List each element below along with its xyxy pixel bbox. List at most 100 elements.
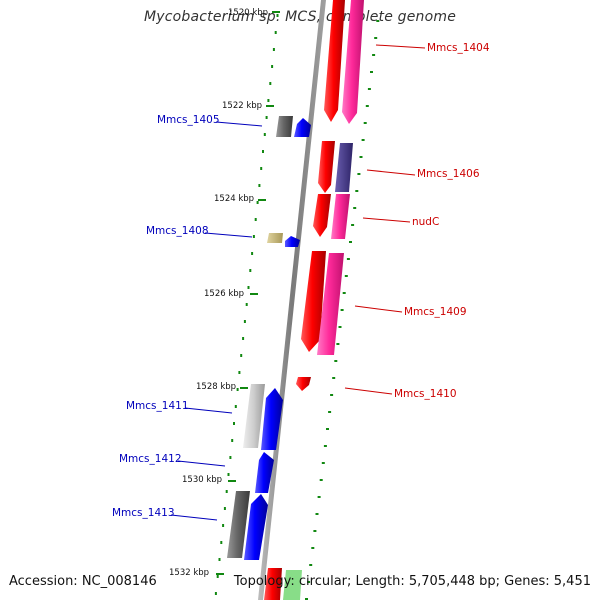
- label-line-Mmcs_1411: [184, 407, 233, 414]
- label-line-nudC: [362, 217, 411, 223]
- scale-dot: [307, 581, 311, 583]
- gene-label-Mmcs_1409[interactable]: Mmcs_1409: [404, 306, 467, 318]
- gene-Mmcs_1413[interactable]: [227, 491, 268, 560]
- scale-dot: [245, 303, 248, 306]
- gene-label-Mmcs_1413[interactable]: Mmcs_1413: [112, 507, 175, 519]
- scale-dot: [222, 524, 225, 527]
- gene-label-Mmcs_1404[interactable]: Mmcs_1404: [427, 42, 490, 54]
- scale-dot: [319, 479, 323, 481]
- scale-dot: [231, 439, 234, 442]
- accession-text: Accession: NC_008146: [9, 574, 157, 589]
- scale-dot: [271, 65, 274, 68]
- scale-dot: [214, 592, 217, 595]
- scale-ring-right: [305, 20, 380, 600]
- scale-dot: [309, 564, 313, 566]
- scale-dot: [313, 530, 317, 532]
- scale-dot: [267, 99, 270, 102]
- gene-Mmcs_1405[interactable]: [276, 116, 311, 137]
- gene-Mmcs_1410[interactable]: [296, 377, 311, 391]
- label-line-Mmcs_1413: [170, 514, 218, 521]
- scale-dot: [263, 133, 266, 136]
- scale-dot: [315, 513, 319, 515]
- scale-dot: [334, 360, 338, 362]
- scale-dot: [233, 422, 235, 425]
- scale-dot: [305, 598, 308, 600]
- scale-dot: [274, 31, 277, 34]
- gene-label-Mmcs_1412[interactable]: Mmcs_1412: [119, 453, 182, 465]
- tick-label-1522: 1522 kbp: [222, 101, 262, 111]
- label-line-Mmcs_1410: [344, 387, 393, 395]
- gene-label-Mmcs_1408[interactable]: Mmcs_1408: [146, 225, 209, 237]
- scale-dot: [317, 496, 321, 498]
- scale-dot: [374, 37, 378, 39]
- tick-label-1530: 1530 kbp: [182, 475, 222, 485]
- scale-dot: [249, 269, 252, 272]
- scale-dot: [220, 541, 223, 544]
- tick-label-1528: 1528 kbp: [196, 382, 236, 392]
- scale-dot: [376, 20, 380, 22]
- gene-label-Mmcs_1410[interactable]: Mmcs_1410: [394, 388, 457, 400]
- scale-dot: [355, 190, 359, 192]
- scale-dot: [321, 462, 325, 464]
- scale-dot: [323, 445, 327, 447]
- scale-tick-1526: 1526 kbp: [204, 289, 258, 299]
- scale-tick-1522: 1522 kbp: [222, 101, 274, 111]
- scale-tick-1524: 1524 kbp: [214, 194, 266, 204]
- scale-dot: [229, 456, 232, 459]
- scale-dot: [342, 292, 346, 294]
- gene-Mmcs_1412[interactable]: [255, 452, 274, 493]
- gene-bottom-partial: [264, 568, 302, 600]
- scale-dot: [234, 405, 237, 408]
- gene-Mmcs_1406[interactable]: [318, 141, 353, 193]
- scale-dot: [225, 490, 228, 493]
- scale-dot: [227, 473, 230, 476]
- scale-dot: [344, 275, 348, 277]
- scale-dot: [251, 252, 254, 255]
- scale-ring-left: [214, 14, 279, 595]
- scale-dot: [223, 507, 226, 510]
- scale-dot: [330, 394, 334, 396]
- scale-dot: [216, 575, 219, 578]
- gene-label-Mmcs_1405[interactable]: Mmcs_1405: [157, 114, 220, 126]
- label-line-Mmcs_1405: [215, 121, 263, 127]
- scale-dot: [372, 54, 376, 56]
- scale-dot: [353, 207, 357, 209]
- scale-dot: [349, 241, 352, 243]
- tick-label-1520: 1520 kbp: [228, 8, 268, 18]
- scale-dot: [276, 14, 279, 17]
- label-line-Mmcs_1412: [177, 460, 226, 467]
- scale-dot: [260, 167, 263, 170]
- gene-nudC[interactable]: [313, 194, 350, 239]
- scale-dot: [365, 105, 369, 107]
- gene-Mmcs_1404[interactable]: [324, 0, 364, 124]
- scale-dot: [247, 286, 250, 289]
- scale-dot: [363, 122, 367, 124]
- gene-Mmcs_1411[interactable]: [243, 384, 283, 450]
- scale-dot: [265, 116, 268, 119]
- scale-dot: [256, 201, 259, 204]
- scale-dot: [338, 326, 342, 328]
- tick-label-1524: 1524 kbp: [214, 194, 254, 204]
- scale-dot: [361, 139, 365, 141]
- gene-Mmcs_1408[interactable]: [267, 233, 300, 247]
- scale-dot: [243, 320, 246, 323]
- scale-dot: [357, 173, 361, 175]
- scale-dot: [269, 82, 272, 85]
- gene-label-Mmcs_1411[interactable]: Mmcs_1411: [126, 400, 189, 412]
- gene-label-nudC[interactable]: nudC: [412, 216, 439, 228]
- scale-dot: [262, 150, 264, 153]
- tick-label-1532: 1532 kbp: [169, 568, 209, 578]
- scale-tick-1532: 1532 kbp: [169, 568, 224, 578]
- topology-summary: Topology: circular; Length: 5,705,448 bp…: [233, 574, 591, 589]
- scale-dot: [236, 388, 239, 391]
- label-line-Mmcs_1409: [354, 305, 403, 313]
- scale-dot: [367, 88, 371, 90]
- gene-label-Mmcs_1406[interactable]: Mmcs_1406: [417, 168, 480, 180]
- gene-Mmcs_1409[interactable]: [301, 251, 344, 355]
- scale-dot: [328, 411, 332, 413]
- scale-tick-1530: 1530 kbp: [182, 475, 236, 485]
- scale-dot: [346, 258, 350, 260]
- label-line-Mmcs_1406: [366, 169, 416, 176]
- scale-dot: [332, 377, 336, 379]
